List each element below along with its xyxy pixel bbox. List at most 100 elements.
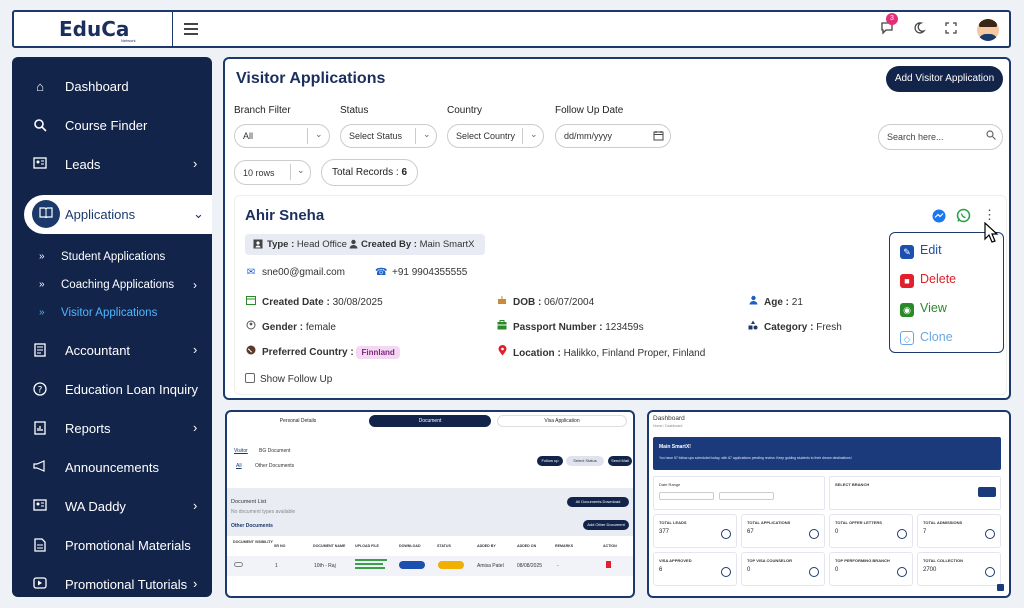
scroll-top-button[interactable]	[997, 584, 1004, 591]
edit-icon: ✎	[900, 245, 914, 259]
menu-item-delete[interactable]: ■ Delete	[900, 272, 956, 288]
chevron-down-icon: ⌄	[423, 129, 431, 139]
sidebar-item-accountant[interactable]: Accountant ›	[12, 331, 212, 370]
follow-up-button[interactable]: Follow up	[537, 456, 563, 466]
fullscreen-icon[interactable]	[942, 21, 960, 39]
report-icon	[32, 421, 48, 437]
sidebar-item-promotional-materials[interactable]: Promotional Materials	[12, 526, 212, 565]
type-icon	[253, 239, 263, 252]
status-filter-label: Status	[340, 105, 369, 116]
action-menu: ✎ Edit ■ Delete ◉ View ◇ Clone	[889, 232, 1004, 353]
dashboard-preview[interactable]: Dashboard Home / Dashboard Main SmartX! …	[647, 410, 1011, 598]
double-chevron-icon: »	[39, 279, 45, 290]
megaphone-icon	[32, 460, 48, 476]
tab-visa-application[interactable]: Visa Application	[497, 415, 627, 427]
other-documents-label: Other Documents	[231, 523, 273, 529]
stat-total-offer-letters[interactable]: TOTAL OFFER LETTERS 0	[829, 514, 913, 548]
trash-icon[interactable]	[606, 561, 611, 568]
country-select[interactable]: Select Country ⌄	[447, 124, 544, 148]
category-icon	[747, 320, 759, 333]
table-row[interactable]: 1 10th - Raj Amisa Patel 08/08/2025 -	[227, 556, 633, 576]
person-icon	[747, 295, 759, 308]
logo[interactable]: EduCa	[59, 17, 130, 41]
subtab-bg-document[interactable]: BG Document	[259, 448, 291, 454]
add-other-document-button[interactable]: Add Other Document	[583, 520, 629, 530]
trash-icon: ■	[900, 274, 914, 288]
total-records: Total Records : 6	[321, 159, 418, 186]
filter-all[interactable]: All	[236, 463, 242, 469]
sidebar-subitem-coaching-applications[interactable]: » Coaching Applications ›	[39, 278, 197, 292]
book-icon	[32, 200, 60, 228]
divider	[172, 12, 173, 48]
sidebar-item-announcements[interactable]: Announcements	[12, 448, 212, 487]
add-visitor-application-button[interactable]: Add Visitor Application	[886, 66, 1003, 92]
subtab-visitor[interactable]: Visitor	[234, 448, 248, 454]
hamburger-menu-icon[interactable]	[184, 23, 198, 35]
chevron-right-icon: ›	[193, 498, 198, 513]
rows-per-page-select[interactable]: 10 rows ⌄	[234, 160, 311, 185]
tab-document[interactable]: Document	[369, 415, 491, 427]
calendar-icon	[653, 130, 664, 143]
mail-icon: ✉	[246, 267, 256, 278]
tab-personal-details[interactable]: Personal Details	[233, 415, 363, 427]
whatsapp-icon[interactable]	[956, 208, 971, 228]
top-bar: EduCa Network 3	[12, 10, 1011, 48]
messenger-icon[interactable]	[932, 209, 946, 228]
stat-total-applications[interactable]: TOTAL APPLICATIONS 67	[741, 514, 825, 548]
documents-preview[interactable]: Personal Details Document Visa Applicati…	[225, 410, 635, 598]
sidebar-item-reports[interactable]: Reports ›	[12, 409, 212, 448]
sidebar-item-education-loan-inquiry[interactable]: ? Education Loan Inquiry	[12, 370, 212, 409]
status-badge	[438, 561, 464, 569]
sidebar-item-leads[interactable]: Leads ›	[12, 145, 212, 184]
gender-field: Gender : female	[245, 320, 336, 333]
status-select[interactable]: Select Status ⌄	[340, 124, 437, 148]
branch-select[interactable]: All ⌄	[234, 124, 330, 148]
sidebar-item-wa-daddy[interactable]: WA Daddy ›	[12, 487, 212, 526]
stat-total-leads[interactable]: TOTAL LEADS 377	[653, 514, 737, 548]
sidebar-subitem-visitor-applications[interactable]: » Visitor Applications	[39, 307, 158, 319]
email-field: ✉ sne00@gmail.com	[246, 267, 345, 278]
download-button[interactable]	[399, 561, 425, 569]
preferred-country-field: Preferred Country : Finnland	[245, 345, 400, 359]
branch-select-card[interactable]: SELECT BRANCH	[829, 476, 1001, 510]
filter-other-documents[interactable]: Other Documents	[255, 463, 295, 469]
moon-icon[interactable]	[910, 21, 928, 39]
date-range-card[interactable]: Date Range	[653, 476, 825, 510]
visibility-toggle[interactable]	[234, 562, 243, 567]
download-all-button[interactable]: All Documents Download	[567, 497, 629, 507]
sidebar-item-dashboard[interactable]: ⌂ Dashboard	[12, 67, 212, 106]
user-icon	[349, 239, 358, 252]
send-mail-button[interactable]: Send Mail	[608, 456, 632, 466]
clone-icon: ◇	[900, 331, 914, 345]
follow-up-date-input[interactable]: dd/mm/yyyy	[555, 124, 671, 148]
passport-icon	[496, 320, 508, 333]
stat-top-visa-counselor[interactable]: TOP VISA COUNSELOR 0	[741, 552, 825, 586]
stat-total-admissions[interactable]: TOTAL ADMISSIONS 7	[917, 514, 1001, 548]
chevron-down-icon: ⌄	[315, 129, 323, 139]
search-input[interactable]: Search here...	[878, 124, 1003, 150]
chevron-right-icon: ›	[193, 420, 198, 435]
eye-icon: ◉	[900, 303, 914, 317]
dob-field: DOB : 06/07/2004	[496, 295, 594, 308]
stat-top-performing-branch[interactable]: TOP PERFORMING BRANCH 0	[829, 552, 913, 586]
chevron-down-icon: ⌄	[297, 165, 305, 175]
sidebar-subitem-student-applications[interactable]: » Student Applications	[39, 251, 166, 263]
stat-visa-approved[interactable]: VISA APPROVED 6	[653, 552, 737, 586]
application-card[interactable]: Ahir Sneha ⋮ Type : Head Office Created …	[234, 195, 1007, 395]
sidebar-item-course-finder[interactable]: Course Finder	[12, 106, 212, 145]
sidebar-item-promotional-tutorials[interactable]: Promotional Tutorials ›	[12, 565, 212, 597]
menu-item-edit[interactable]: ✎ Edit	[900, 243, 942, 259]
dashboard-title: Dashboard	[653, 415, 685, 422]
menu-item-clone[interactable]: ◇ Clone	[900, 330, 953, 345]
show-follow-up-checkbox[interactable]: Show Follow Up	[245, 373, 332, 385]
stat-total-collection[interactable]: TOTAL COLLECTION 2700	[917, 552, 1001, 586]
chevron-down-icon: ⌄	[530, 129, 538, 139]
user-avatar[interactable]	[977, 19, 999, 41]
menu-item-view[interactable]: ◉ View	[900, 301, 947, 317]
sidebar-item-applications[interactable]: Applications ⌄	[24, 195, 212, 234]
sidebar: ⌂ Dashboard Course Finder Leads › Applic…	[12, 57, 212, 597]
more-vertical-icon[interactable]: ⋮	[983, 207, 996, 222]
location-pin-icon	[496, 345, 508, 359]
status-select[interactable]: Select Status	[566, 456, 604, 466]
chevron-right-icon: ›	[193, 278, 197, 292]
